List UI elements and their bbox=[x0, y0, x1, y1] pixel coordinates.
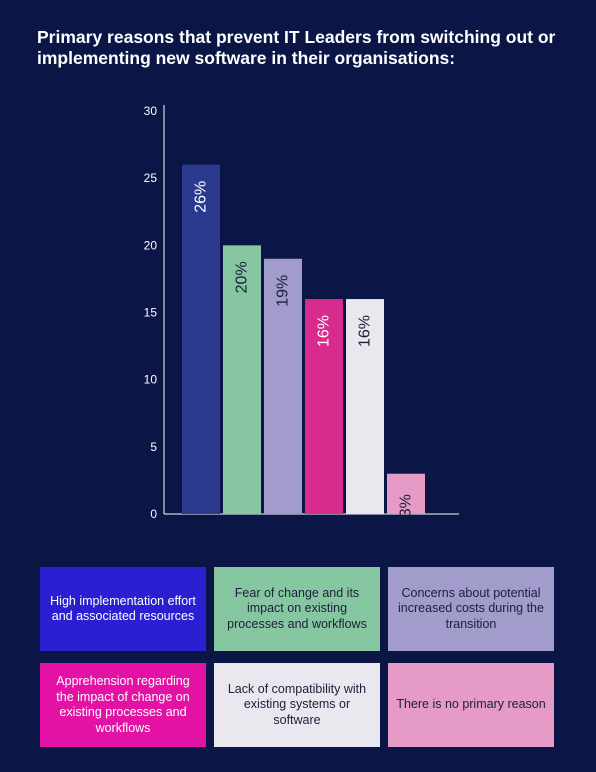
bar bbox=[223, 245, 261, 515]
y-tick-label: 25 bbox=[144, 171, 158, 185]
bar-data-label: 26% bbox=[193, 181, 210, 213]
legend-item-high-implementation-effort: High implementation effort and associate… bbox=[40, 567, 206, 651]
bar bbox=[305, 299, 343, 514]
legend-item-fear-of-change: Fear of change and its impact on existin… bbox=[214, 567, 380, 651]
y-tick-label: 20 bbox=[144, 238, 158, 252]
bar-data-label: 3% bbox=[398, 494, 415, 517]
legend-item-no-primary-reason: There is no primary reason bbox=[388, 663, 554, 747]
y-tick-label: 30 bbox=[144, 104, 158, 118]
bar bbox=[387, 473, 425, 514]
bar bbox=[346, 299, 384, 514]
bar bbox=[182, 164, 220, 514]
legend-item-lack-of-compatibility: Lack of compatibility with existing syst… bbox=[214, 663, 380, 747]
bar-data-label: 20% bbox=[234, 261, 251, 293]
y-tick-label: 15 bbox=[144, 306, 158, 320]
chart-title: Primary reasons that prevent IT Leaders … bbox=[37, 27, 556, 68]
legend-item-apprehension: Apprehension regarding the impact of cha… bbox=[40, 663, 206, 747]
bar bbox=[264, 258, 302, 514]
legend-item-concerns-about-costs: Concerns about potential increased costs… bbox=[388, 567, 554, 651]
legend: High implementation effort and associate… bbox=[40, 567, 554, 747]
y-tick-label: 10 bbox=[144, 373, 158, 387]
y-tick-label: 5 bbox=[150, 440, 157, 454]
bar-data-label: 16% bbox=[357, 315, 374, 347]
bar-data-label: 19% bbox=[275, 275, 292, 307]
bar-chart: 0 5 10 15 20 25 30 26% 20% 19% 16% 16% 3% bbox=[144, 104, 459, 521]
y-tick-label: 0 bbox=[150, 507, 157, 521]
bar-data-label: 16% bbox=[316, 315, 333, 347]
